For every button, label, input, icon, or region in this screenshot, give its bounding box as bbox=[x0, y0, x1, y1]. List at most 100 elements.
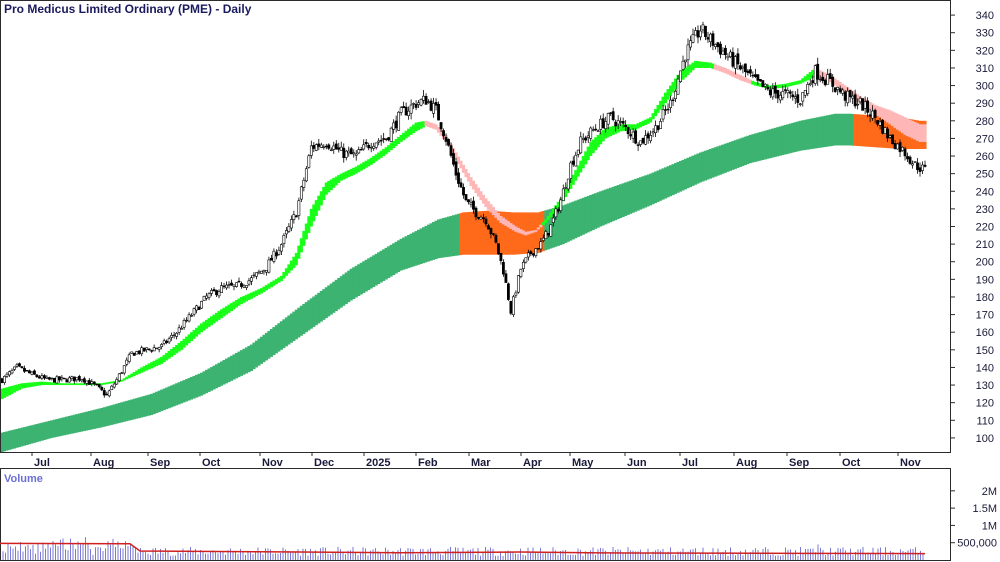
long-ribbon-slice bbox=[379, 250, 383, 283]
long-ribbon-slice bbox=[496, 211, 500, 255]
short-ribbon-slice bbox=[891, 111, 895, 127]
price-panel: Pro Medicus Limited Ordinary (PME) - Dai… bbox=[0, 0, 994, 469]
long-ribbon-slice bbox=[786, 124, 790, 154]
candle-down bbox=[796, 94, 800, 103]
candle-up bbox=[50, 377, 54, 380]
candle-down bbox=[137, 350, 141, 354]
long-ribbon-slice bbox=[130, 399, 134, 420]
candle-up bbox=[649, 135, 652, 142]
long-ribbon-slice bbox=[304, 302, 308, 333]
short-ribbon-slice bbox=[42, 381, 46, 386]
short-ribbon-slice bbox=[571, 174, 575, 185]
candle-up bbox=[514, 292, 518, 296]
candle-up bbox=[304, 168, 308, 182]
short-ribbon-slice bbox=[50, 382, 54, 386]
candle-up bbox=[3, 376, 6, 383]
short-ribbon-slice bbox=[259, 288, 263, 294]
candle-down bbox=[753, 74, 757, 77]
candle-down bbox=[788, 91, 792, 94]
short-ribbon-slice bbox=[801, 78, 805, 83]
long-ribbon-slice bbox=[481, 211, 485, 255]
candle-down bbox=[165, 340, 169, 343]
candle-up bbox=[282, 235, 286, 244]
candle-up bbox=[913, 161, 917, 163]
long-ribbon-slice bbox=[324, 287, 328, 319]
candle-up bbox=[793, 96, 797, 99]
long-ribbon-slice bbox=[200, 372, 204, 396]
short-ribbon-slice bbox=[534, 230, 538, 232]
short-ribbon-slice bbox=[27, 382, 31, 388]
long-ribbon-slice bbox=[534, 212, 538, 254]
long-ribbon-slice bbox=[369, 256, 373, 289]
candle-down bbox=[838, 88, 842, 93]
short-ribbon-slice bbox=[379, 150, 383, 158]
short-ribbon-slice bbox=[521, 230, 525, 235]
candle-down bbox=[671, 99, 675, 101]
short-ribbon-slice bbox=[649, 117, 653, 123]
candle-down bbox=[509, 300, 513, 314]
long-ribbon-slice bbox=[601, 190, 605, 226]
long-ribbon-slice bbox=[891, 116, 895, 149]
candle-up bbox=[686, 44, 690, 61]
candle-up bbox=[225, 284, 228, 289]
short-ribbon-slice bbox=[427, 121, 431, 127]
short-ribbon-slice bbox=[631, 124, 635, 130]
long-ribbon-slice bbox=[339, 276, 343, 308]
long-ribbon-slice bbox=[761, 131, 765, 160]
long-ribbon-slice bbox=[439, 218, 443, 258]
y-tick-label: 160 bbox=[976, 327, 994, 339]
candle-down bbox=[656, 125, 660, 131]
candle-down bbox=[472, 200, 475, 210]
candle-up bbox=[30, 371, 34, 375]
short-ribbon-slice bbox=[466, 173, 471, 182]
short-ribbon-slice bbox=[589, 141, 593, 157]
candle-up bbox=[297, 200, 301, 216]
candle-up bbox=[177, 327, 181, 333]
candle-up bbox=[836, 87, 840, 90]
long-ribbon-slice bbox=[329, 283, 333, 315]
volume-bars bbox=[2, 537, 924, 560]
long-ribbon-slice bbox=[733, 140, 737, 169]
short-ribbon-slice bbox=[524, 231, 528, 236]
candle-down bbox=[439, 122, 443, 130]
candle-down bbox=[35, 374, 39, 378]
x-tick-label: Sep bbox=[150, 457, 170, 469]
candle-up bbox=[534, 248, 538, 256]
y-tick-label: 100 bbox=[976, 433, 994, 445]
candle-up bbox=[858, 97, 862, 103]
short-ribbon-slice bbox=[357, 165, 361, 173]
short-ribbon-slice bbox=[267, 283, 271, 289]
candle-up bbox=[265, 269, 268, 273]
candle-down bbox=[756, 74, 760, 81]
short-ribbon-slice bbox=[721, 67, 725, 73]
candle-up bbox=[255, 272, 258, 277]
short-ribbon-slice bbox=[738, 74, 742, 81]
long-ribbon-slice bbox=[437, 219, 441, 259]
volume-y-axis: 500,000 1M 1.5M 2M bbox=[950, 486, 997, 550]
long-ribbon-slice bbox=[394, 241, 398, 274]
candle-up bbox=[659, 121, 662, 129]
short-ribbon-slice bbox=[314, 200, 318, 216]
short-ribbon-slice bbox=[591, 139, 595, 154]
long-ribbon-slice bbox=[25, 426, 29, 445]
candle-up bbox=[826, 74, 830, 85]
candle-down bbox=[531, 253, 535, 256]
long-ribbon-slice bbox=[364, 259, 368, 292]
long-ribbon-slice bbox=[90, 410, 94, 430]
long-ribbon-slice bbox=[664, 167, 668, 199]
short-ribbon-slice bbox=[332, 178, 336, 188]
candle-up bbox=[307, 155, 311, 168]
candle-up bbox=[589, 127, 593, 139]
long-ribbon-slice bbox=[72, 414, 76, 434]
short-ribbon-slice bbox=[232, 301, 236, 310]
long-ribbon-slice bbox=[354, 265, 358, 298]
short-ribbon-slice bbox=[741, 76, 745, 82]
short-ribbon-slice bbox=[751, 80, 755, 85]
short-ribbon-slice bbox=[601, 130, 605, 142]
long-ribbon-slice bbox=[205, 369, 209, 394]
long-ribbon-slice bbox=[182, 380, 186, 403]
short-ribbon-slice bbox=[399, 134, 403, 142]
candle-up bbox=[596, 130, 600, 132]
long-ribbon-slice bbox=[848, 113, 852, 146]
long-ribbon-slice bbox=[576, 199, 580, 238]
